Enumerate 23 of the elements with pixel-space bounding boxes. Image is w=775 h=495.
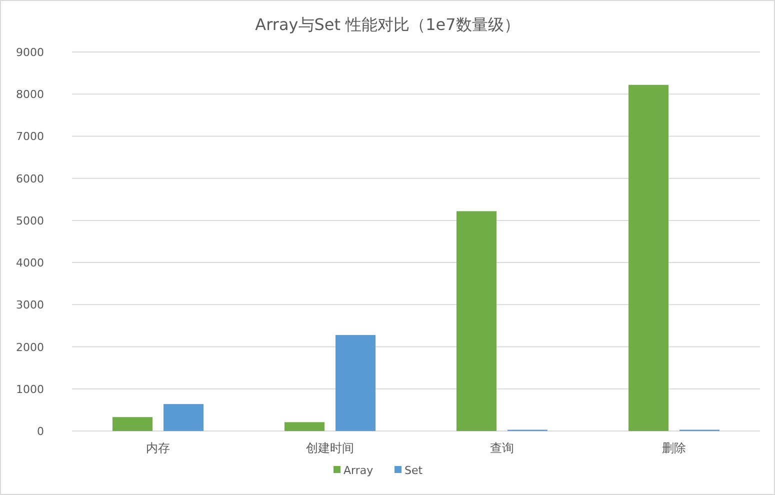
bar: [112, 417, 152, 431]
x-tick-label: 创建时间: [306, 441, 354, 455]
y-tick-label: 5000: [16, 214, 44, 228]
bar: [628, 84, 668, 431]
x-tick-label: 删除: [662, 441, 686, 455]
y-tick-label: 8000: [16, 88, 44, 102]
y-tick-label: 4000: [16, 256, 44, 270]
y-tick-label: 3000: [16, 298, 44, 312]
legend-label: Array: [344, 464, 374, 477]
y-tick-label: 2000: [16, 340, 44, 354]
y-tick-label: 1000: [16, 382, 44, 396]
bar: [164, 404, 204, 431]
y-tick-label: 6000: [16, 172, 44, 186]
x-tick-label: 内存: [146, 441, 170, 455]
y-tick-label: 0: [37, 425, 44, 438]
x-tick-label: 查询: [490, 441, 514, 455]
y-tick-label: 7000: [16, 130, 44, 144]
legend-label: Set: [404, 464, 424, 477]
chart-title: Array与Set 性能对比（1e7数量级）: [255, 15, 520, 34]
bar: [456, 211, 496, 431]
y-tick-label: 9000: [16, 46, 44, 59]
bar: [336, 334, 376, 431]
bar: [284, 422, 324, 431]
